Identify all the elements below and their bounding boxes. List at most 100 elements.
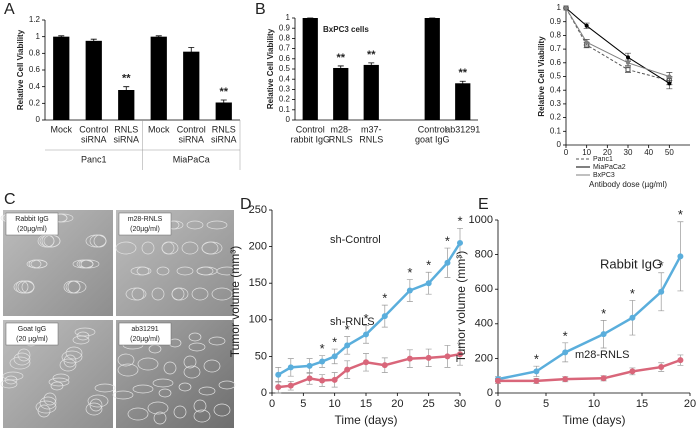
y-tick-label: 0.3 <box>550 99 562 108</box>
bar <box>183 51 200 120</box>
cell <box>203 359 221 373</box>
marker <box>533 368 540 375</box>
chart: A 0 0.2 0.4 0.6 0.8 1 1.2 Relative Cell Viabilit… <box>4 1 241 170</box>
y-tick-label: 0.5 <box>279 64 291 73</box>
cell <box>117 353 135 367</box>
micrograph-label: (20µg/ml) <box>130 226 160 233</box>
y-tick-label: 150 <box>249 277 267 289</box>
cell <box>173 405 187 419</box>
marker <box>600 331 607 338</box>
x-tick-label: rabbit IgG <box>290 134 330 144</box>
significance: * <box>659 258 664 273</box>
bar <box>53 36 70 120</box>
cell <box>74 327 96 337</box>
cell <box>30 259 48 269</box>
cell <box>137 357 159 371</box>
cell <box>127 407 149 421</box>
marker <box>344 342 351 349</box>
y-tick-label: 1 <box>557 3 562 12</box>
y-tick-label: 1 <box>36 32 41 41</box>
cell <box>65 346 83 360</box>
y-tick-label: 1000 <box>469 214 493 226</box>
marker <box>626 55 630 60</box>
cell <box>52 373 70 383</box>
marker <box>381 362 388 369</box>
x-tick-label: siRNA <box>178 134 204 144</box>
cell <box>48 377 70 387</box>
y-tick-label: 0.4 <box>279 74 291 83</box>
significance: * <box>601 306 606 321</box>
x-tick-label: 10 <box>588 398 600 410</box>
y-tick-label: 0 <box>557 140 562 149</box>
y-axis-label: Relative Cell Viability <box>266 28 275 109</box>
cell <box>193 399 207 413</box>
cell <box>59 358 77 372</box>
marker <box>275 371 282 378</box>
marker <box>287 364 294 371</box>
cell <box>94 383 116 393</box>
significance: ** <box>458 67 467 79</box>
cell <box>161 241 175 255</box>
y-axis-label: Relative Cell Viability <box>16 29 25 110</box>
marker <box>425 354 432 361</box>
bar <box>363 64 379 120</box>
bar <box>215 102 232 120</box>
x-tick-label: RNLS <box>212 124 236 134</box>
y-tick-label: 0.8 <box>279 34 291 43</box>
series-label: m28-RNLS <box>575 349 629 361</box>
y-tick-label: 0 <box>36 115 41 124</box>
marker <box>306 362 313 369</box>
micrograph-label: (20µg/ml) <box>17 226 47 233</box>
marker <box>363 359 369 366</box>
marker <box>667 81 672 86</box>
x-tick-label: siRNA <box>211 134 237 144</box>
y-tick-label: 100 <box>249 314 267 326</box>
cell <box>188 332 202 342</box>
error-bar <box>368 62 375 67</box>
marker <box>287 382 294 389</box>
x-tick-label: 10 <box>329 398 341 410</box>
significance: * <box>332 335 337 350</box>
marker <box>444 353 451 360</box>
x-tick-label: 50 <box>665 148 674 157</box>
legend-label: Panc1 <box>593 156 613 163</box>
y-tick-label: 50 <box>255 350 267 362</box>
cell <box>218 380 236 390</box>
x-tick-label: 15 <box>636 398 648 410</box>
marker <box>363 331 369 338</box>
x-tick-label: goat IgG <box>415 134 450 144</box>
cell <box>13 352 31 366</box>
x-tick-label: 20 <box>391 398 403 410</box>
panel-label: D <box>240 196 252 213</box>
cell <box>43 392 57 406</box>
marker <box>584 40 589 45</box>
series-line <box>565 7 670 82</box>
cell <box>78 259 100 269</box>
x-axis-label: Time (days) <box>335 413 398 427</box>
cell <box>183 355 197 369</box>
bar <box>302 18 318 120</box>
y-tick-label: 250 <box>249 204 267 216</box>
bar <box>455 83 471 120</box>
cell <box>163 361 177 375</box>
y-axis-label: Tumor volume (mm³) <box>454 251 468 363</box>
marker <box>562 376 569 383</box>
series-line <box>565 7 670 77</box>
marker <box>275 384 282 391</box>
significance: * <box>630 286 635 301</box>
series-label: sh-RNLS <box>330 316 375 328</box>
x-tick-label: m37- <box>361 124 382 134</box>
marker <box>533 377 540 384</box>
cell <box>112 390 134 400</box>
y-tick-label: 0.5 <box>550 72 562 81</box>
cell <box>61 350 83 364</box>
marker <box>629 368 636 375</box>
y-tick-label: 0.7 <box>550 44 562 53</box>
micrograph-label: Goat IgG <box>18 326 46 333</box>
significance: ** <box>336 52 345 64</box>
marker <box>584 23 589 28</box>
x-tick-label: 20 <box>603 148 612 157</box>
cell <box>117 363 139 377</box>
chart: B BxPC3 cells 00.10.20.3 0.40.50.60.70.8 0.9… <box>255 1 480 144</box>
micrograph-label: Rabbit IgG <box>15 216 48 223</box>
